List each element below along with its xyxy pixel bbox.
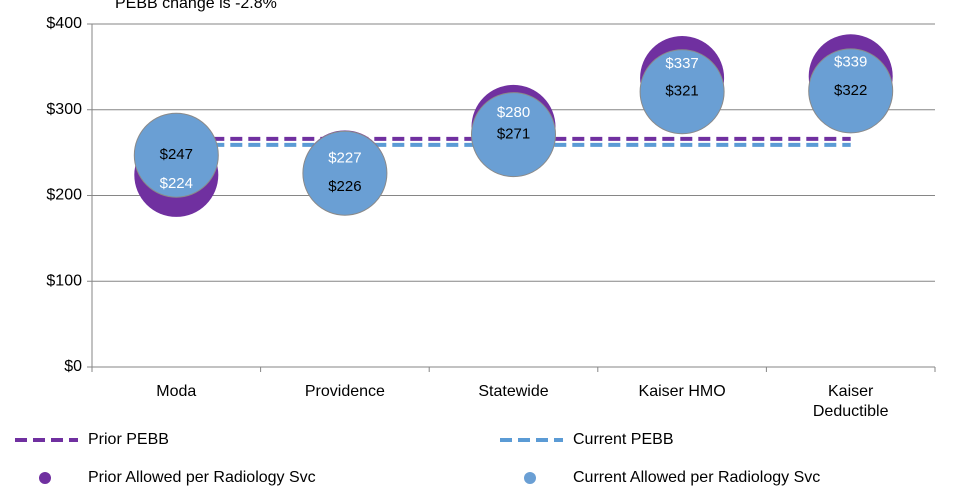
data-label: $224 bbox=[160, 175, 193, 192]
bubble bbox=[808, 48, 894, 134]
x-tick-label: Providence bbox=[304, 383, 385, 400]
data-label: $271 bbox=[497, 126, 530, 143]
y-tick-label: $300 bbox=[46, 101, 82, 118]
legend-label: Prior PEBB bbox=[88, 431, 169, 448]
y-tick-label: $200 bbox=[46, 187, 82, 204]
x-tick-label: Kaiser Deductible bbox=[812, 383, 889, 420]
legend-label: Prior Allowed per Radiology Svc bbox=[88, 469, 316, 486]
data-label: $280 bbox=[497, 104, 530, 121]
data-label: $321 bbox=[665, 83, 698, 100]
legend-marker bbox=[39, 472, 51, 484]
data-label: $339 bbox=[834, 53, 867, 70]
bubble bbox=[133, 112, 219, 198]
data-label: $227 bbox=[328, 149, 361, 166]
x-tick-label: Moda bbox=[156, 383, 197, 400]
bubble bbox=[639, 49, 725, 135]
bubble bbox=[302, 130, 388, 216]
legend-label: Current PEBB bbox=[573, 431, 673, 448]
x-tick-label: Statewide bbox=[478, 383, 549, 400]
x-tick-label: Kaiser HMO bbox=[638, 383, 726, 400]
y-tick-label: $400 bbox=[46, 15, 82, 32]
y-tick-label: $100 bbox=[46, 272, 82, 289]
y-tick-label: $0 bbox=[64, 358, 82, 375]
bubble bbox=[471, 92, 556, 178]
data-label: $337 bbox=[665, 55, 698, 72]
data-label: $226 bbox=[328, 178, 361, 195]
legend-label: Current Allowed per Radiology Svc bbox=[573, 469, 820, 486]
data-label: $322 bbox=[834, 82, 867, 99]
annotation: PEBB change is -2.8% bbox=[115, 0, 277, 12]
legend-marker bbox=[524, 472, 536, 484]
data-label: $247 bbox=[160, 146, 193, 163]
